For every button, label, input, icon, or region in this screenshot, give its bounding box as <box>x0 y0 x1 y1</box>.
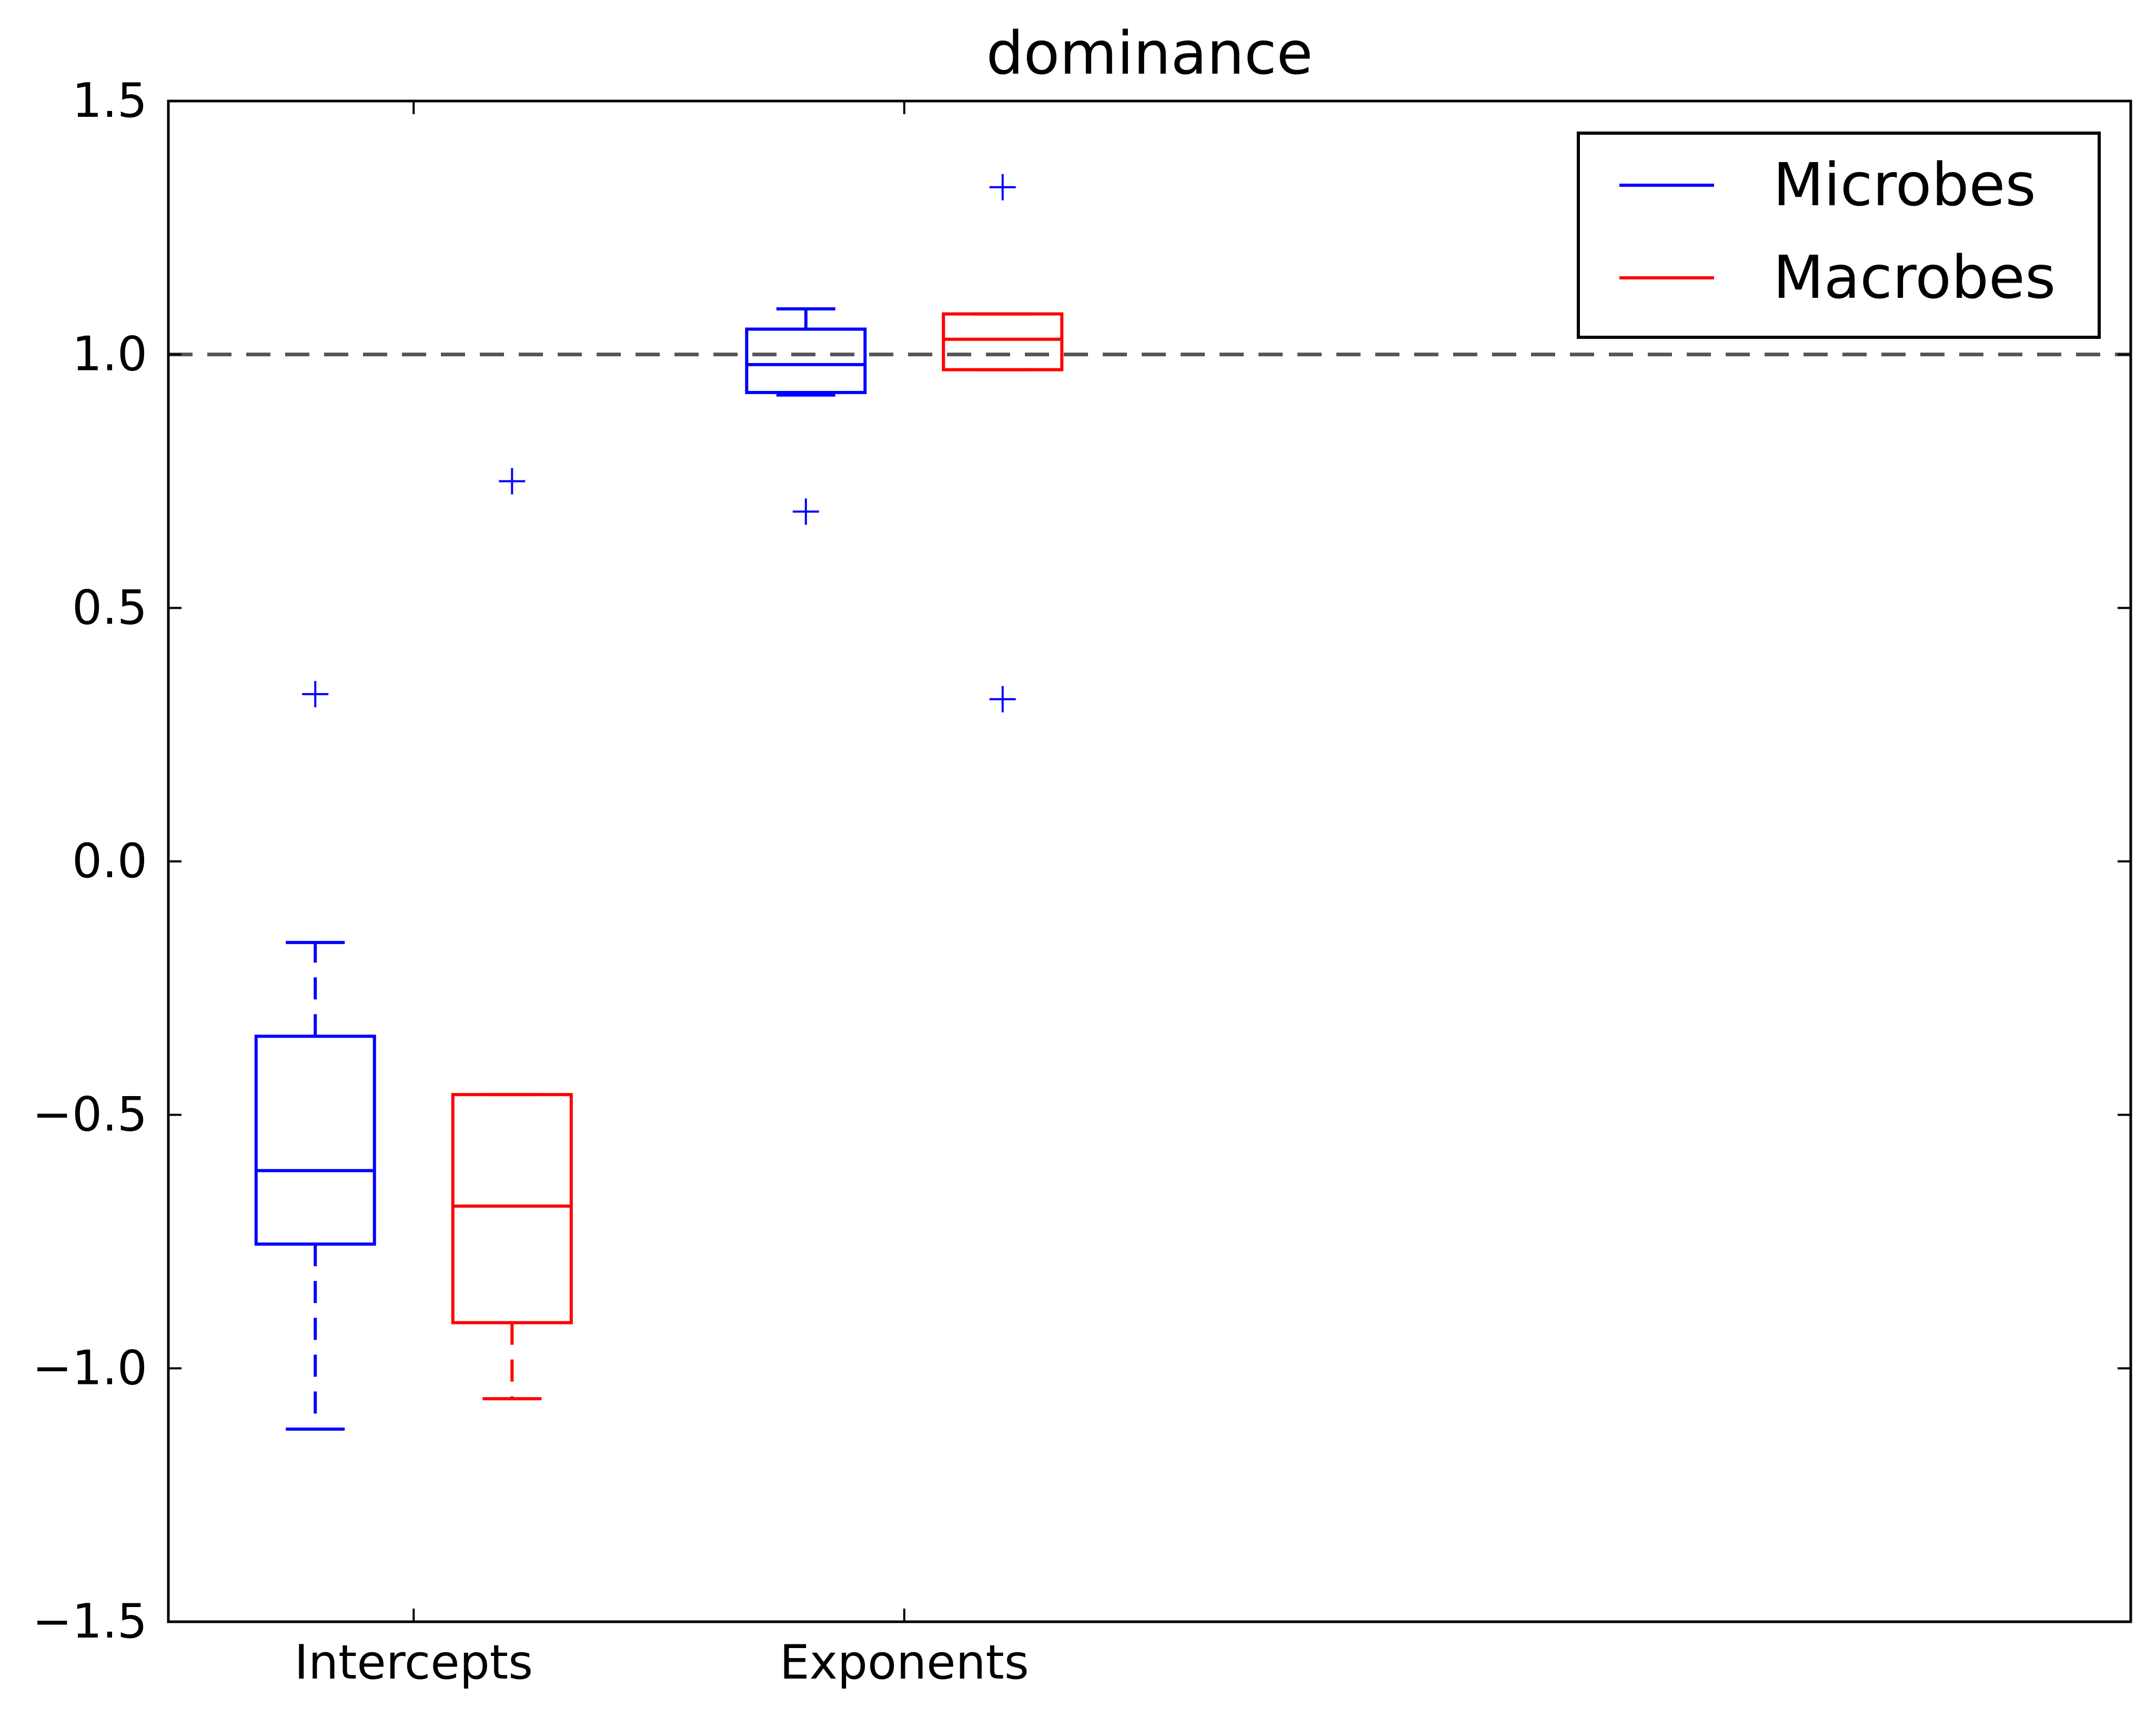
microbes-intercepts-outlier-0 <box>302 681 329 708</box>
x-tick-label-intercepts: Intercepts <box>295 1635 533 1690</box>
macrobes-exponents-outlier-1 <box>989 686 1016 712</box>
microbes-exponents-box <box>745 327 867 394</box>
legend: Microbes Macrobes <box>1577 132 2101 339</box>
microbes-intercepts-box <box>254 1035 376 1246</box>
plot-area <box>168 174 2131 1431</box>
macrobes-intercepts-outlier-0 <box>499 468 526 495</box>
x-tick-label-exponents: Exponents <box>780 1635 1029 1690</box>
y-tick-label-5: 1.0 <box>72 327 147 382</box>
microbes-exponents-outlier-0 <box>792 498 819 525</box>
legend-frame <box>1577 132 2101 339</box>
y-tick-label-2: −0.5 <box>32 1087 147 1142</box>
legend-label-microbes: Microbes <box>1773 151 2036 219</box>
legend-label-macrobes: Macrobes <box>1773 244 2056 312</box>
y-tick-label-6: 1.5 <box>72 73 147 128</box>
y-tick-label-1: −1.0 <box>32 1340 147 1395</box>
macrobes-exponents-outlier-0 <box>989 174 1016 200</box>
y-tick-label-3: 0.0 <box>72 834 147 889</box>
macrobes-exponents-box <box>942 312 1064 371</box>
y-tick-label-0: −1.5 <box>32 1594 147 1649</box>
macrobes-intercepts-box <box>451 1093 573 1324</box>
chart-title: dominance <box>986 19 1313 88</box>
y-tick-label-4: 0.5 <box>72 580 147 635</box>
axis-ticks: −1.5 −1.0 −0.5 0.0 0.5 1.0 1.5 Intercepts Expone… <box>32 73 2131 1690</box>
